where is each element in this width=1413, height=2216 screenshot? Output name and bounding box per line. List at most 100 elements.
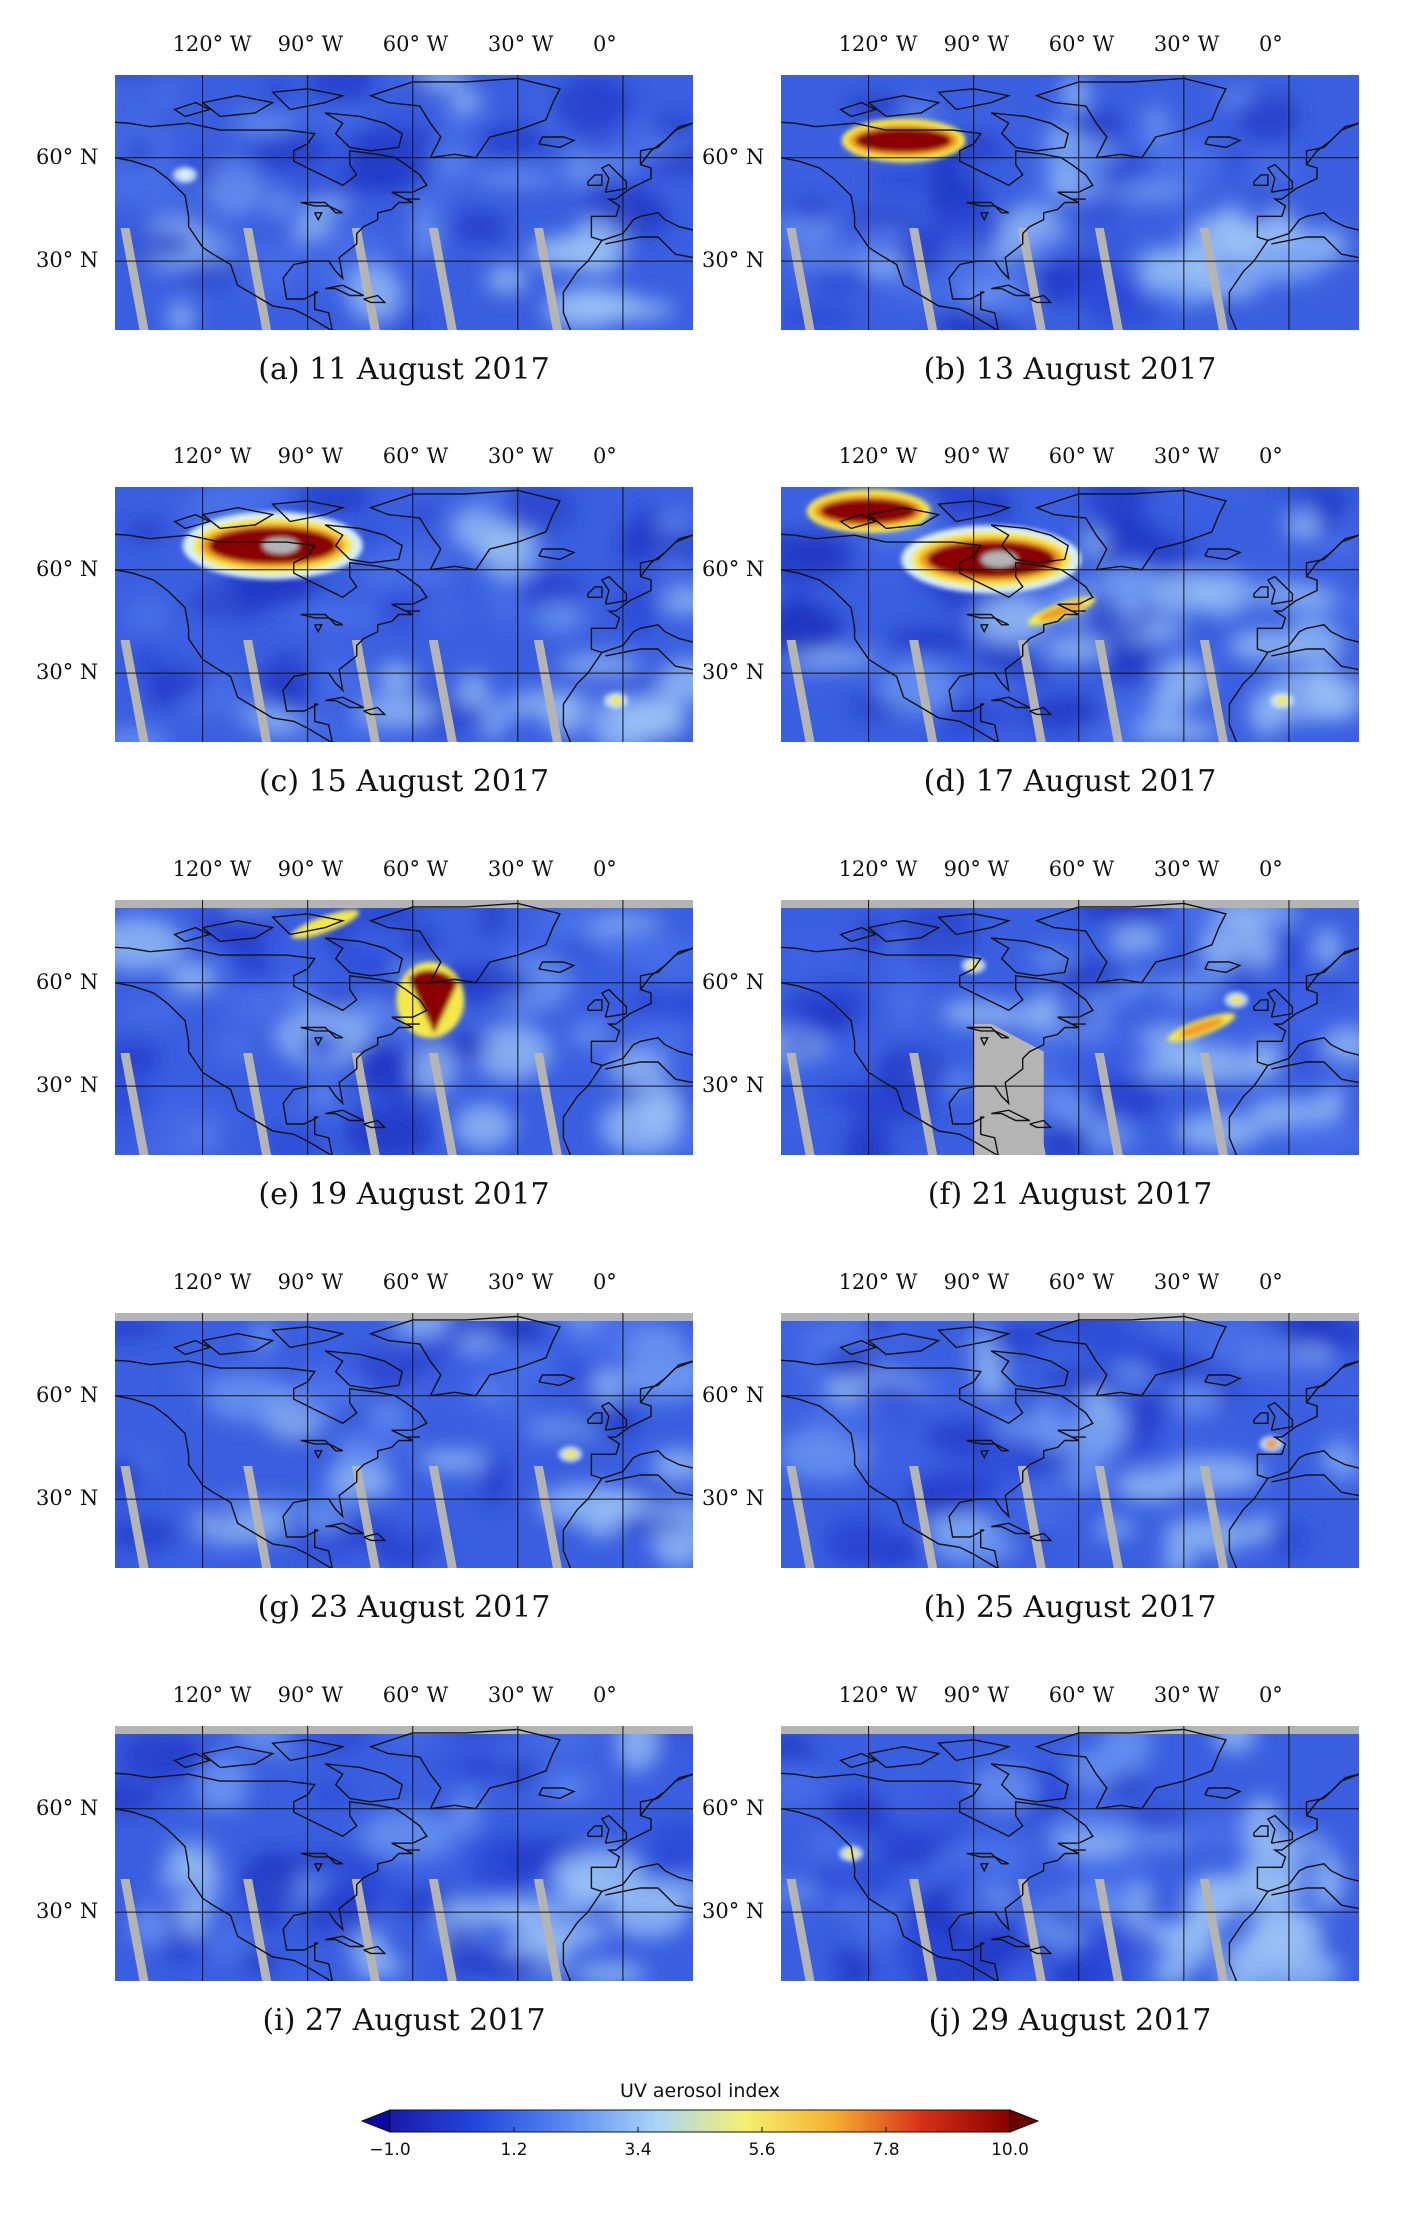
missing-data-swath [351, 1466, 380, 1568]
aerosol-texture [115, 75, 693, 330]
coastline [325, 696, 365, 709]
lon-label: 30° W [1153, 32, 1220, 56]
lon-label: 90° W [277, 444, 344, 468]
coastline [271, 500, 346, 523]
coastline [839, 926, 878, 943]
coastline [324, 1763, 404, 1803]
coastline [601, 1037, 693, 1067]
coastline [994, 617, 1010, 626]
coastline [639, 122, 693, 166]
colorbar-tick-label: 3.4 [624, 2140, 652, 2160]
missing-data-swath [120, 1466, 149, 1568]
coastline [839, 101, 878, 118]
coastline [866, 919, 941, 943]
coastline [538, 136, 576, 149]
coastline [1267, 1863, 1359, 1893]
coastline [1271, 1474, 1359, 1497]
coastline [639, 1360, 693, 1404]
coastline [271, 1739, 346, 1762]
missing-data-swath [786, 1879, 815, 1981]
coastline [363, 1119, 387, 1129]
map-panel-h: 120° W 90° W 60° W 30° W 0° 60° N 30° N (h) 25 … [686, 1268, 1386, 1668]
coastline [271, 913, 346, 936]
missing-data-swath [1199, 1466, 1228, 1568]
coastline [314, 1863, 323, 1873]
coastline [1029, 1119, 1053, 1129]
missing-data-swath [120, 1879, 149, 1981]
coastline [639, 947, 693, 991]
coastline [990, 112, 1070, 152]
missing-data-swath [1017, 1879, 1046, 1981]
lon-label: 120° W [172, 444, 252, 468]
coastline [1305, 947, 1359, 991]
aerosol-map [781, 487, 1359, 742]
lat-label: 30° N [702, 1486, 765, 1511]
coastline [1271, 236, 1359, 259]
panel-caption: (a) 11 August 2017 [258, 352, 550, 387]
coastline [562, 1773, 693, 1981]
smoke-plume [558, 1446, 583, 1463]
missing-data-swath [428, 1053, 457, 1155]
coastline [937, 500, 1012, 523]
coastline [363, 294, 387, 304]
smoke-plume [1259, 1435, 1284, 1452]
smoke-plume [1167, 1013, 1236, 1042]
coastline [601, 212, 693, 242]
coastline [363, 1945, 387, 1955]
missing-data-swath [1094, 1466, 1123, 1568]
lat-label: 60° N [36, 1382, 99, 1407]
missing-data-swath [428, 228, 457, 330]
missing-data-swath [533, 228, 562, 330]
aerosol-texture [781, 900, 1359, 1155]
map-svg [781, 1313, 1359, 1568]
coastline [1305, 534, 1359, 578]
missing-data-band [115, 1313, 693, 1321]
coastline [1253, 1825, 1269, 1837]
coastline [937, 913, 1012, 936]
coastline [562, 122, 693, 330]
coastline [325, 284, 365, 297]
map-svg [781, 75, 1359, 330]
coastline [1266, 988, 1294, 1018]
panel-caption: (i) 27 August 2017 [262, 2003, 546, 2038]
lon-label: 90° W [277, 1683, 344, 1707]
lat-label: 30° N [702, 1899, 765, 1924]
coastline [1266, 1814, 1294, 1844]
coastline [1267, 624, 1359, 654]
coastline [587, 174, 603, 186]
coastline [991, 1109, 1031, 1122]
missing-data-swath [428, 1466, 457, 1568]
coastline [1057, 1429, 1086, 1438]
coastline [562, 1360, 693, 1568]
missing-data-swath [1199, 640, 1228, 742]
missing-data-swath [1199, 1879, 1228, 1981]
coastline [866, 506, 941, 530]
aerosol-map [115, 75, 693, 330]
coastline [271, 88, 346, 111]
lon-label: 90° W [277, 32, 344, 56]
lon-label: 60° W [1048, 32, 1115, 56]
coastline [587, 999, 603, 1011]
coastline [937, 1739, 1012, 1762]
coastline [324, 524, 404, 564]
coastline [600, 1814, 628, 1844]
coastline [1267, 1450, 1359, 1480]
missing-data-band [781, 900, 1359, 908]
missing-data-swath [243, 1879, 272, 1981]
coastline [839, 513, 878, 530]
lat-label: 30° N [36, 660, 99, 685]
lon-label: 120° W [172, 857, 252, 881]
coastline [937, 1326, 1012, 1349]
missing-data-swath [533, 1466, 562, 1568]
missing-data-swath [1094, 640, 1123, 742]
missing-data-swath [428, 1879, 457, 1981]
lon-label: 30° W [487, 1683, 554, 1707]
coastline [363, 1532, 387, 1542]
coastline [538, 548, 576, 561]
colorbar-gradient [389, 2109, 1011, 2133]
lon-label: 90° W [943, 32, 1010, 56]
lon-label: 60° W [382, 1683, 449, 1707]
coastline [601, 1863, 693, 1893]
map-panel-a: 120° W 90° W 60° W 30° W 0° 60° N 30° N (a) 11 … [20, 30, 720, 430]
colorbar-tick-label: 1.2 [500, 2140, 528, 2160]
